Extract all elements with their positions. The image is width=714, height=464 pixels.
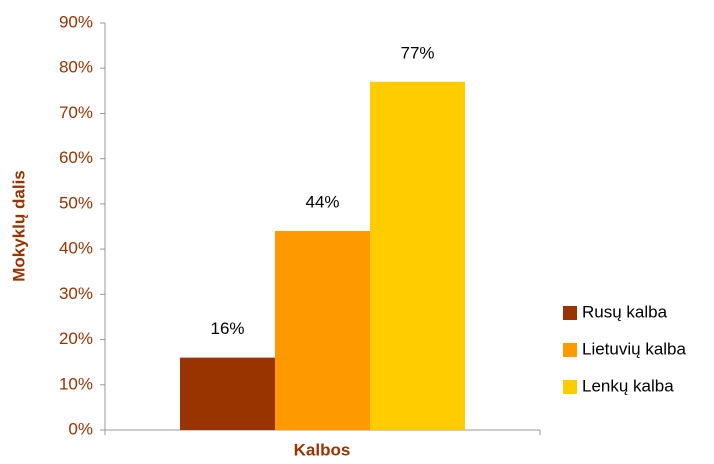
bar	[275, 231, 370, 430]
y-tick-label: 50%	[59, 193, 93, 212]
data-label: 44%	[305, 193, 339, 212]
data-label: 77%	[400, 43, 434, 62]
y-tick-label: 10%	[59, 374, 93, 393]
bar	[180, 357, 275, 430]
data-label: 16%	[210, 319, 244, 338]
legend-label: Lietuvių kalba	[582, 339, 687, 358]
y-tick-label: 90%	[59, 12, 93, 31]
y-tick-label: 80%	[59, 58, 93, 77]
y-tick-label: 20%	[59, 329, 93, 348]
legend-label: Rusų kalba	[582, 302, 668, 321]
y-axis-title: Mokyklų dalis	[9, 170, 28, 281]
y-tick-label: 30%	[59, 284, 93, 303]
bar	[370, 81, 465, 431]
y-tick-label: 60%	[59, 148, 93, 167]
y-tick-label: 40%	[59, 239, 93, 258]
legend-swatch	[563, 380, 577, 394]
legend-swatch	[563, 343, 577, 357]
legend-swatch	[563, 306, 577, 320]
x-axis-title: Kalbos	[294, 440, 351, 459]
legend-label: Lenkų kalba	[582, 376, 674, 395]
y-tick-label: 0%	[68, 419, 93, 438]
y-tick-label: 70%	[59, 103, 93, 122]
